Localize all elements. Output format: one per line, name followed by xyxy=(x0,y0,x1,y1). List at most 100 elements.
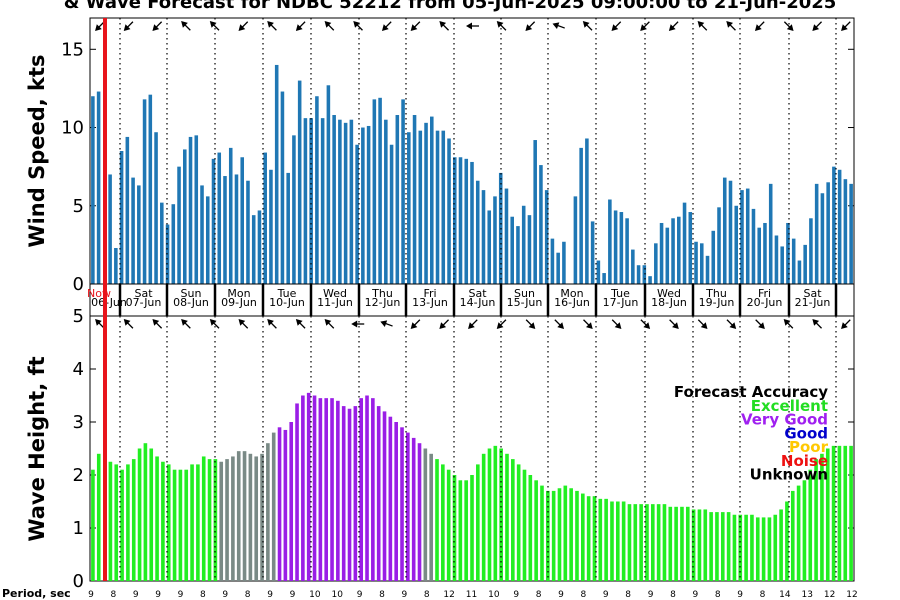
bar xyxy=(200,185,204,284)
bar xyxy=(125,136,130,284)
bar xyxy=(732,514,737,581)
period-value: 9 xyxy=(155,590,161,600)
bar xyxy=(499,448,503,581)
bar xyxy=(266,443,270,581)
bar xyxy=(544,190,549,284)
date-label: 14-Jun xyxy=(460,296,496,309)
bar xyxy=(155,456,159,581)
direction-arrow xyxy=(381,21,392,31)
bar xyxy=(429,453,433,581)
bar xyxy=(161,461,165,581)
y-tick-label: 2 xyxy=(73,465,84,486)
bar xyxy=(504,188,509,284)
bar xyxy=(260,453,264,581)
bar xyxy=(228,147,233,284)
day-of-week-label: Thu xyxy=(705,287,727,300)
bar xyxy=(604,498,608,581)
bar xyxy=(251,215,256,284)
bar xyxy=(378,97,382,284)
direction-arrow xyxy=(123,21,134,31)
period-value: 14 xyxy=(779,590,791,600)
bar xyxy=(579,147,583,284)
bar xyxy=(389,144,394,284)
bar xyxy=(671,218,675,284)
bar xyxy=(452,475,457,581)
bar xyxy=(790,490,795,581)
bar xyxy=(709,512,713,581)
day-of-week-label: Sun xyxy=(181,287,202,300)
direction-arrow xyxy=(640,21,650,31)
bar xyxy=(722,177,727,284)
period-value: 9 xyxy=(88,590,94,600)
bar xyxy=(338,119,342,285)
bar xyxy=(326,85,331,285)
bar xyxy=(602,273,606,284)
bar xyxy=(96,91,101,285)
bar xyxy=(184,469,189,581)
bar xyxy=(682,202,687,284)
period-value: 8 xyxy=(200,590,206,600)
bar xyxy=(610,501,614,581)
bar xyxy=(642,265,647,284)
day-of-week-label: Fri xyxy=(758,287,771,300)
direction-arrow xyxy=(209,319,220,329)
bar xyxy=(665,227,670,284)
bar xyxy=(441,130,446,284)
day-of-week-label: Mon xyxy=(227,287,250,300)
day-of-week-label: Wed xyxy=(657,287,681,300)
bar xyxy=(613,210,618,284)
period-value: 8 xyxy=(379,590,385,600)
bar xyxy=(248,453,253,581)
direction-arrow xyxy=(812,319,823,329)
direction-arrow xyxy=(123,319,134,329)
y-tick-label: 5 xyxy=(73,196,84,217)
period-value: 8 xyxy=(670,590,676,600)
bar xyxy=(627,504,632,581)
bar xyxy=(685,506,690,581)
direction-arrow xyxy=(468,319,478,329)
bar xyxy=(786,222,790,284)
bar xyxy=(751,208,756,284)
bar xyxy=(435,130,440,284)
day-of-week-label: Wed xyxy=(323,287,347,300)
bar xyxy=(768,183,773,284)
bar xyxy=(481,453,486,581)
bar xyxy=(619,212,624,284)
direction-arrow xyxy=(267,21,277,31)
bar xyxy=(188,136,193,284)
wave-axis-label: Wave Height, ft xyxy=(25,356,49,541)
date-label: 12-Jun xyxy=(365,296,401,309)
day-strip-frame xyxy=(89,283,855,317)
bar xyxy=(516,226,520,284)
bar xyxy=(814,459,818,581)
bar xyxy=(411,437,416,581)
bar xyxy=(470,161,474,284)
period-value: 9 xyxy=(513,590,519,600)
bar xyxy=(703,509,708,581)
direction-arrow xyxy=(380,320,393,327)
bar xyxy=(470,475,474,581)
bar xyxy=(573,196,578,284)
bar xyxy=(190,464,194,581)
period-value: 12 xyxy=(846,590,857,600)
bar xyxy=(674,506,678,581)
period-value: 9 xyxy=(290,590,296,600)
period-value: 9 xyxy=(603,590,609,600)
bar xyxy=(219,461,224,581)
bar xyxy=(476,464,480,581)
date-label: 15-Jun xyxy=(507,296,543,309)
bar xyxy=(417,443,422,581)
day-of-week-label: Mon xyxy=(560,287,583,300)
bar xyxy=(755,517,760,581)
bar xyxy=(231,456,235,581)
bar xyxy=(149,448,154,581)
period-value: 8 xyxy=(111,590,117,600)
direction-arrow xyxy=(267,319,277,329)
bar xyxy=(826,182,830,284)
bar xyxy=(280,91,285,285)
day-of-week-label: Sat xyxy=(803,287,822,300)
bar xyxy=(563,485,568,581)
bar xyxy=(96,453,101,581)
bar xyxy=(240,157,245,284)
bar xyxy=(384,119,388,285)
